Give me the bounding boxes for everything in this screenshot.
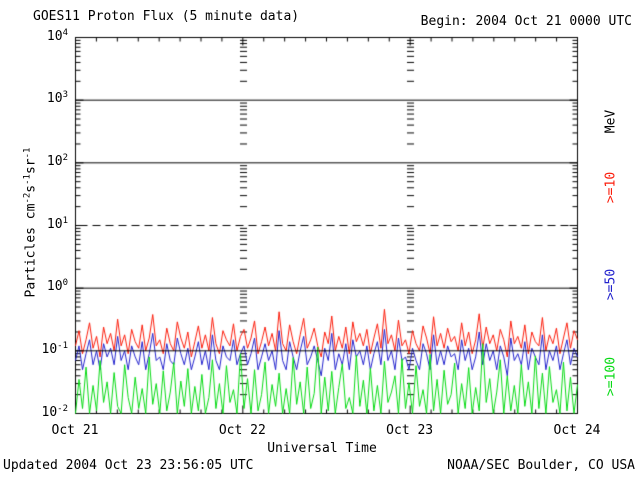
y-tick-label-10e1: 101 <box>28 215 68 234</box>
y-tick-base: 10 <box>41 404 58 420</box>
y-tick-base: 10 <box>46 153 63 169</box>
y-tick-exponent: 0 <box>62 278 68 289</box>
y-tick-exponent: 1 <box>62 215 68 226</box>
y-tick-exponent: -1 <box>57 340 68 351</box>
legend-label-ge100: >=100 <box>603 356 619 397</box>
y-tick-label-10e4: 104 <box>28 27 68 46</box>
y-tick-exponent: -2 <box>57 403 68 414</box>
y-tick-exponent: 4 <box>62 27 68 38</box>
y-axis-title-sup: -1 <box>22 174 33 185</box>
y-tick-base: 10 <box>46 28 63 44</box>
begin-timestamp: Begin: 2004 Oct 21 0000 UTC <box>420 14 632 29</box>
y-tick-exponent: 3 <box>62 90 68 101</box>
legend-label-ge10: >=10 <box>603 171 619 204</box>
y-tick-label-10e-1: 10-1 <box>28 340 69 359</box>
y-tick-base: 10 <box>46 91 63 107</box>
legend-label-ge50: >=50 <box>603 268 619 301</box>
chart-title: GOES11 Proton Flux (5 minute data) <box>33 9 300 24</box>
y-tick-base: 10 <box>41 341 58 357</box>
x-tick-label-3: Oct 24 <box>553 423 601 438</box>
y-tick-label-10e2: 102 <box>28 152 68 171</box>
y-tick-label-10e-2: 10-2 <box>28 403 69 422</box>
y-tick-base: 10 <box>46 216 63 232</box>
updated-timestamp: Updated 2004 Oct 23 23:56:05 UTC <box>3 458 254 473</box>
x-axis-title: Universal Time <box>267 441 377 456</box>
credit-text: NOAA/SEC Boulder, CO USA <box>447 458 635 473</box>
y-axis-title-sup: -2 <box>22 192 33 204</box>
x-tick-label-1: Oct 22 <box>218 423 266 438</box>
x-tick-label-2: Oct 23 <box>386 423 434 438</box>
y-tick-label-10e3: 103 <box>28 90 68 108</box>
y-tick-exponent: 2 <box>62 152 68 163</box>
y-tick-base: 10 <box>46 279 63 295</box>
y-tick-label-10e0: 100 <box>28 278 68 296</box>
x-tick-label-0: Oct 21 <box>51 423 99 438</box>
